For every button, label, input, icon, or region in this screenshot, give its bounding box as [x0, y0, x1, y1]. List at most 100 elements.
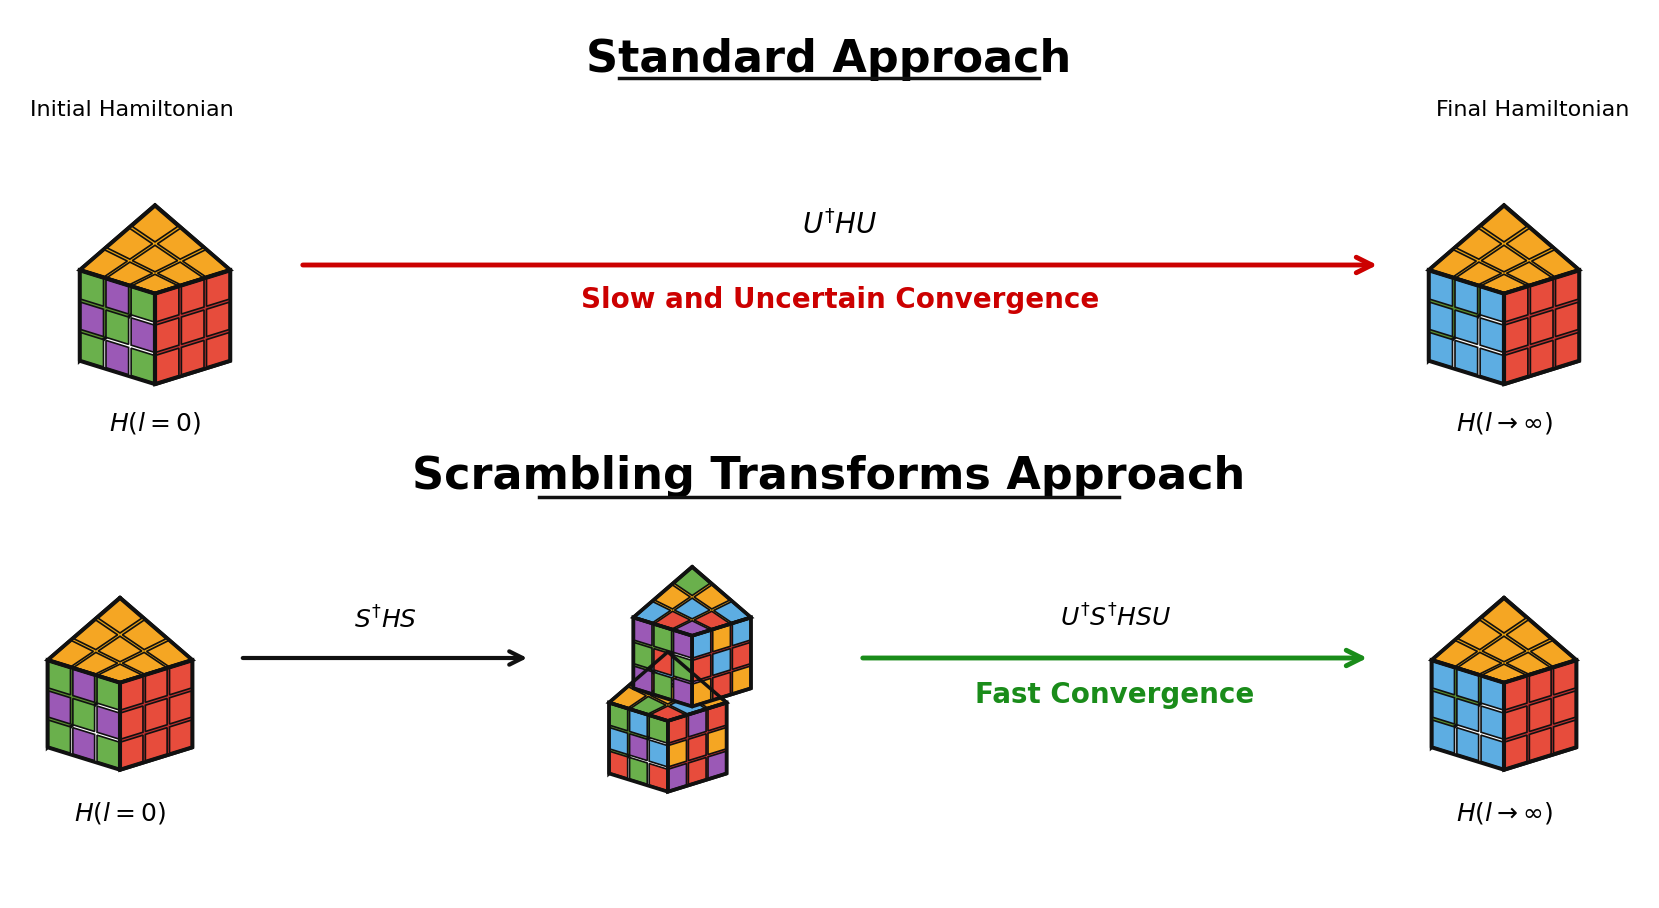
Polygon shape: [1505, 735, 1526, 768]
Text: Final Hamiltonian: Final Hamiltonian: [1435, 100, 1629, 120]
Polygon shape: [206, 271, 229, 306]
Polygon shape: [1428, 205, 1579, 293]
Polygon shape: [108, 229, 153, 259]
Polygon shape: [611, 752, 627, 778]
Polygon shape: [654, 625, 672, 652]
Polygon shape: [1506, 229, 1551, 259]
Text: Fast Convergence: Fast Convergence: [975, 681, 1254, 709]
Polygon shape: [654, 648, 672, 676]
Polygon shape: [131, 288, 154, 321]
Polygon shape: [1480, 318, 1503, 352]
Polygon shape: [1432, 597, 1576, 683]
Polygon shape: [630, 670, 665, 694]
Text: Scrambling Transforms Approach: Scrambling Transforms Approach: [413, 455, 1246, 498]
Polygon shape: [169, 691, 191, 724]
Polygon shape: [713, 602, 748, 623]
Polygon shape: [50, 641, 93, 666]
Polygon shape: [181, 340, 204, 375]
Polygon shape: [708, 752, 725, 778]
Polygon shape: [609, 703, 669, 774]
Polygon shape: [732, 666, 750, 693]
Polygon shape: [1430, 332, 1453, 367]
Polygon shape: [708, 704, 725, 731]
Polygon shape: [1505, 270, 1579, 384]
Polygon shape: [1505, 676, 1526, 710]
Polygon shape: [675, 598, 710, 619]
Polygon shape: [121, 676, 143, 710]
Polygon shape: [611, 687, 647, 707]
Polygon shape: [630, 696, 665, 714]
Polygon shape: [1458, 653, 1501, 674]
Polygon shape: [1530, 669, 1551, 702]
Polygon shape: [1458, 620, 1501, 649]
Polygon shape: [1433, 691, 1455, 724]
Polygon shape: [675, 568, 710, 596]
Polygon shape: [1457, 698, 1478, 732]
Polygon shape: [1481, 245, 1526, 271]
Polygon shape: [1481, 599, 1526, 633]
Polygon shape: [669, 740, 687, 766]
Polygon shape: [81, 271, 103, 306]
Polygon shape: [1530, 340, 1553, 375]
Polygon shape: [123, 653, 166, 674]
Polygon shape: [1556, 271, 1578, 306]
Polygon shape: [649, 764, 667, 790]
Polygon shape: [690, 687, 725, 707]
Polygon shape: [1457, 669, 1478, 702]
Polygon shape: [1432, 660, 1505, 747]
Polygon shape: [674, 631, 692, 657]
Polygon shape: [650, 684, 685, 704]
Polygon shape: [1457, 727, 1478, 761]
Polygon shape: [692, 617, 752, 706]
Polygon shape: [1430, 302, 1453, 337]
Text: Slow and Uncertain Convergence: Slow and Uncertain Convergence: [581, 286, 1100, 314]
Polygon shape: [131, 318, 154, 352]
Polygon shape: [669, 703, 727, 792]
Text: $U^{\dagger} S^{\dagger}HSU$: $U^{\dagger} S^{\dagger}HSU$: [1060, 605, 1171, 632]
Polygon shape: [634, 617, 692, 688]
Polygon shape: [670, 696, 705, 714]
Polygon shape: [630, 710, 647, 737]
Polygon shape: [1481, 664, 1526, 682]
Polygon shape: [48, 597, 192, 683]
Polygon shape: [693, 585, 730, 609]
Polygon shape: [674, 678, 692, 706]
Polygon shape: [96, 676, 119, 710]
Polygon shape: [48, 720, 70, 753]
Polygon shape: [1480, 288, 1503, 321]
Polygon shape: [1481, 637, 1526, 662]
Polygon shape: [73, 669, 95, 702]
Polygon shape: [1531, 250, 1578, 276]
Polygon shape: [108, 262, 153, 284]
Text: $S^{\dagger}HS$: $S^{\dagger}HS$: [353, 607, 416, 634]
Polygon shape: [649, 740, 667, 766]
Polygon shape: [48, 691, 70, 724]
Polygon shape: [1457, 229, 1501, 259]
Polygon shape: [133, 245, 178, 271]
Text: $U^{\dagger}HU$: $U^{\dagger}HU$: [803, 210, 878, 240]
Polygon shape: [708, 727, 725, 755]
Polygon shape: [48, 662, 70, 695]
Polygon shape: [1505, 348, 1528, 382]
Polygon shape: [169, 720, 191, 753]
Polygon shape: [732, 619, 750, 646]
Polygon shape: [669, 716, 687, 743]
Polygon shape: [1430, 271, 1453, 306]
Polygon shape: [634, 666, 652, 693]
Polygon shape: [206, 332, 229, 367]
Polygon shape: [655, 585, 690, 609]
Polygon shape: [119, 660, 192, 770]
Text: $H(l \rightarrow \infty)$: $H(l \rightarrow \infty)$: [1455, 410, 1553, 436]
Polygon shape: [181, 310, 204, 344]
Polygon shape: [1530, 698, 1551, 732]
Text: Initial Hamiltonian: Initial Hamiltonian: [30, 100, 234, 120]
Polygon shape: [106, 340, 129, 375]
Polygon shape: [1481, 706, 1503, 739]
Text: Standard Approach: Standard Approach: [586, 38, 1072, 81]
Polygon shape: [634, 643, 652, 669]
Polygon shape: [98, 664, 141, 682]
Polygon shape: [1505, 318, 1528, 352]
Polygon shape: [81, 302, 103, 337]
Polygon shape: [693, 631, 710, 657]
Polygon shape: [48, 660, 119, 747]
